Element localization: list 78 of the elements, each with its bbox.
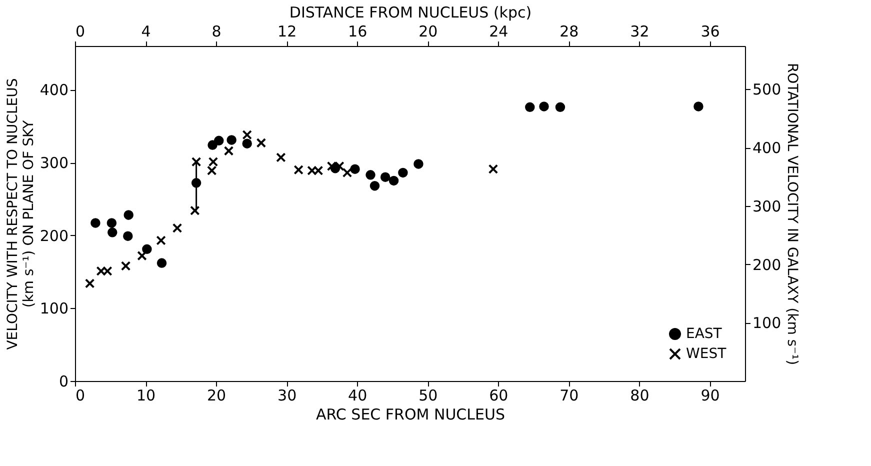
- point: [342, 168, 352, 178]
- point: [525, 102, 535, 112]
- point: [414, 159, 424, 169]
- y2-tick-label: 300: [752, 197, 782, 216]
- x-tick-label: 90: [700, 386, 720, 404]
- y2-axis-title: ROTATIONAL VELOCITY IN GALAXY (km s⁻¹): [784, 62, 800, 366]
- x-tick-label: 30: [278, 386, 297, 404]
- legend-label: WEST: [686, 346, 727, 362]
- x-tick-label: 60: [489, 386, 508, 404]
- x-tick-label: 40: [348, 386, 368, 404]
- point: [398, 168, 408, 178]
- x-tick-label: 10: [136, 386, 156, 404]
- y-tick-label: 0: [58, 372, 68, 390]
- x-tick-label: 0: [76, 386, 86, 404]
- point: [370, 180, 380, 191]
- point: [388, 176, 399, 186]
- x-tick-label: 50: [418, 386, 438, 404]
- point: [555, 102, 566, 112]
- point: [120, 261, 131, 271]
- x2-axis-title: DISTANCE FROM NUCLEUS (kpc): [289, 4, 532, 22]
- legend-label: EAST: [686, 326, 722, 342]
- point: [102, 266, 112, 276]
- y-tick-label: 400: [40, 81, 68, 100]
- x-tick-label: 20: [207, 386, 226, 404]
- x-axis-title: ARC SEC FROM NUCLEUS: [316, 406, 505, 424]
- y2-tick-label: 500: [752, 80, 782, 99]
- point: [226, 135, 236, 145]
- point: [256, 138, 266, 148]
- x2-tick-label: 0: [76, 22, 86, 40]
- x2-tick-label: 16: [348, 22, 368, 40]
- x-tick-label: 70: [560, 386, 579, 404]
- point: [156, 258, 167, 268]
- point: [191, 156, 202, 167]
- point: [307, 166, 317, 176]
- point: [539, 102, 549, 112]
- y-tick-label: 200: [40, 226, 68, 245]
- y-axis-title: VELOCITY WITH RESPECT TO NUCLEUS (km s⁻¹) ON PLANE OF SKY: [4, 78, 37, 350]
- point: [90, 218, 100, 228]
- point: [380, 172, 390, 182]
- point: [156, 236, 166, 246]
- x2-tick-label: 12: [278, 22, 297, 40]
- point: [242, 130, 252, 140]
- x-tick-label: 80: [630, 386, 650, 404]
- point: [214, 136, 224, 146]
- point: [208, 140, 218, 150]
- point: [334, 161, 344, 172]
- x2-tick-label: 8: [212, 22, 222, 40]
- y-tick-label: 300: [40, 154, 68, 172]
- point: [242, 138, 252, 148]
- point: [190, 206, 200, 216]
- point: [694, 102, 704, 112]
- point: [96, 266, 106, 276]
- point: [137, 250, 147, 261]
- y2-tick-label: 100: [752, 314, 782, 332]
- point: [224, 146, 234, 156]
- point: [172, 223, 182, 233]
- point: [326, 161, 337, 172]
- y-tick-label: 100: [40, 300, 68, 318]
- point: [488, 164, 498, 174]
- point: [108, 228, 118, 238]
- point: [124, 210, 134, 220]
- point: [84, 278, 95, 288]
- point: [313, 166, 324, 176]
- x2-tick-label: 32: [630, 22, 650, 40]
- point: [350, 164, 360, 174]
- x2-tick-label: 4: [141, 22, 151, 40]
- y2-tick-label: 400: [752, 139, 782, 158]
- point: [142, 244, 152, 254]
- x2-tick-label: 20: [418, 22, 438, 40]
- x2-tick-label: 28: [560, 22, 579, 40]
- point: [276, 152, 286, 162]
- point: [294, 164, 304, 175]
- x2-tick-label: 24: [489, 22, 508, 40]
- point: [366, 170, 376, 180]
- y2-tick-label: 200: [752, 256, 782, 274]
- point: [123, 231, 133, 241]
- point: [106, 218, 117, 228]
- x2-tick-label: 36: [700, 22, 720, 40]
